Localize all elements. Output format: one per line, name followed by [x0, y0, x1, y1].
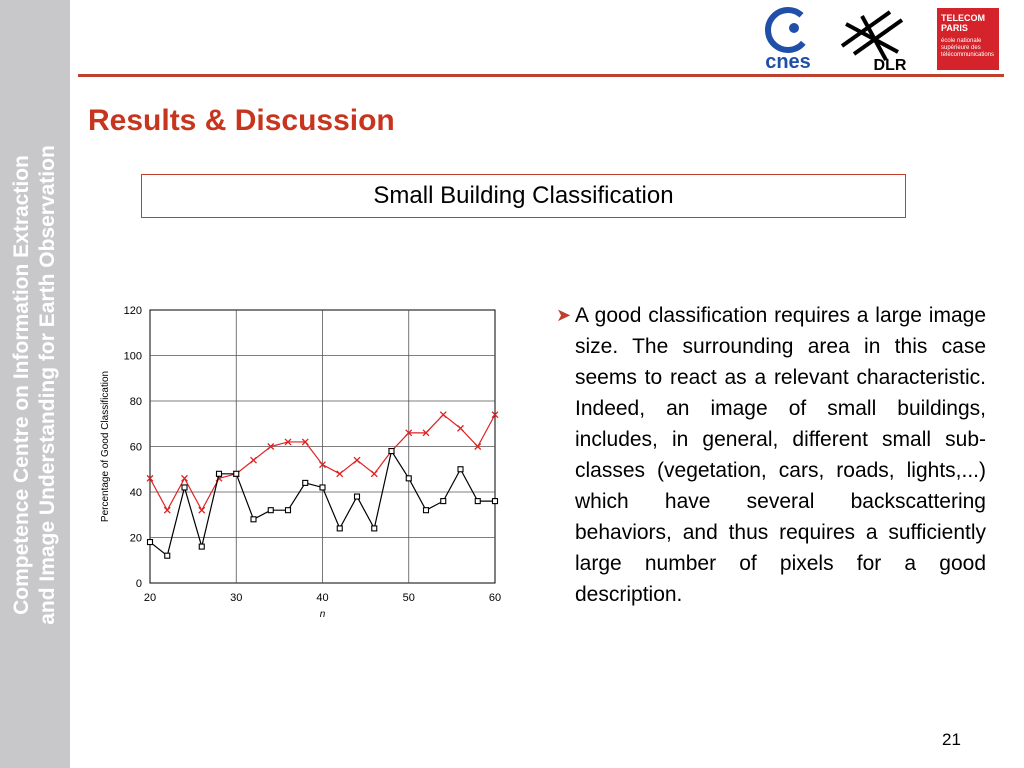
series-1-point: [146, 474, 154, 482]
series-2-point: [284, 507, 292, 514]
series-2-point: [267, 507, 274, 514]
x-tick-label: 20: [144, 592, 156, 604]
series-2-point: [146, 539, 154, 546]
series-2-point: [457, 466, 464, 473]
telecom-logo-line-2: PARIS: [941, 23, 968, 33]
cnes-logo: cnes: [765, 7, 811, 73]
series-1-point: [250, 456, 257, 464]
telecom-logo-line-1: TELECOM: [941, 13, 985, 23]
slide-subtitle: Small Building Classification: [141, 174, 906, 218]
series-2-point: [181, 484, 188, 491]
series-1-point: [439, 411, 447, 419]
series-1-point: [491, 411, 499, 419]
series-2-point: [440, 498, 447, 505]
y-tick-label: 100: [124, 351, 142, 363]
series-2-point: [422, 507, 430, 514]
arrow-bullet-icon: ➤: [556, 305, 572, 325]
bullet-text: A good classification requires a large i…: [575, 304, 986, 606]
telecom-paris-logo: TELECOM PARIS école nationale supérieure…: [937, 8, 999, 70]
series-1-point: [198, 506, 206, 514]
telecom-logo-line-3: école nationale supérieure des télécommu…: [941, 38, 995, 58]
cnes-logo-text: cnes: [765, 51, 811, 73]
series-1-point: [163, 506, 171, 514]
bullet-point: ➤ A good classification requires a large…: [556, 300, 986, 610]
series-2-point: [319, 484, 326, 491]
header-rule: [78, 74, 1004, 77]
series-2-point: [302, 479, 309, 486]
series-1-point: [457, 424, 464, 432]
sidebar-line-1: Competence Centre on Information Extract…: [10, 155, 33, 615]
series-1-point: [301, 438, 309, 446]
series-1-point: [181, 474, 188, 482]
series-1-point: [474, 443, 482, 450]
x-tick-label: 40: [316, 592, 328, 604]
y-tick-label: 0: [136, 578, 142, 590]
series-1-point: [353, 456, 361, 464]
series-1-point: [422, 429, 430, 437]
sidebar-caption: Competence Centre on Information Extract…: [9, 5, 61, 765]
x-axis-label: n: [320, 609, 326, 620]
series-2-point: [388, 448, 395, 455]
y-tick-label: 120: [124, 305, 142, 317]
dlr-logo-text: DLR: [874, 57, 907, 74]
series-2-point: [336, 525, 343, 532]
series-1-point: [319, 461, 326, 469]
y-axis-label: Percentage of Good Classification: [100, 371, 111, 522]
slide-title: Results & Discussion: [88, 104, 395, 137]
series-2-point: [405, 475, 412, 482]
x-tick-label: 50: [403, 592, 415, 604]
series-2-point: [164, 552, 171, 559]
series-2-point: [250, 516, 257, 523]
series-2-point: [198, 543, 205, 550]
sidebar-line-2: and Image Understanding for Earth Observ…: [36, 145, 59, 625]
series-2-point: [491, 498, 499, 505]
sidebar: Competence Centre on Information Extract…: [0, 0, 70, 768]
series-1-point: [370, 470, 378, 478]
series-1-point: [336, 470, 344, 478]
y-tick-label: 80: [130, 396, 142, 408]
y-tick-label: 20: [130, 533, 142, 545]
series-2-point: [371, 525, 378, 532]
series-1-point: [267, 443, 275, 450]
x-tick-label: 30: [230, 592, 242, 604]
dlr-logo: DLR: [840, 10, 907, 74]
page-number: 21: [942, 730, 961, 749]
series-1-point: [405, 429, 413, 437]
series-2-point: [215, 470, 223, 477]
series-2-point: [353, 493, 361, 500]
y-tick-label: 60: [130, 442, 142, 454]
x-tick-label: 60: [489, 592, 501, 604]
series-1-point: [284, 438, 292, 446]
series-2-point: [474, 498, 481, 505]
series-2-point: [233, 470, 240, 477]
y-tick-label: 40: [130, 487, 142, 499]
